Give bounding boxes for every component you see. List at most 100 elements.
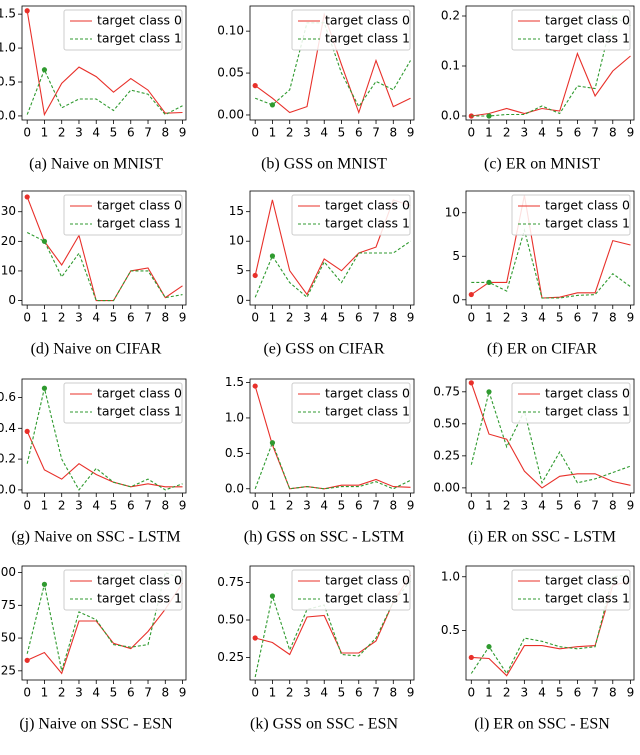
x-tick-label: 5: [556, 311, 564, 325]
y-tick-label: 0.5: [225, 446, 244, 460]
y-tick-label: 5: [452, 249, 460, 263]
x-tick-label: 4: [92, 499, 100, 513]
highlight-point: [24, 8, 30, 14]
y-tick-label: 0: [452, 292, 460, 306]
series-line: [26, 431, 183, 488]
panel: 0.5 1.0 0 1 2 3 4 5 6 7 8 9 target class 0 target cla…: [441, 565, 635, 733]
highlight-point: [252, 272, 258, 279]
x-tick-label: 0: [23, 686, 31, 700]
caption: (h) GSS on SSC - LSTM: [244, 529, 404, 546]
x-tick-label: 3: [75, 686, 83, 700]
highlight-point: [269, 593, 276, 599]
panel: 0.0 0.5 1.0 1.5 0 1 2 3 4 5 6 7 8 9 target class 0 targ…: [0, 5, 187, 173]
legend-box: [291, 9, 411, 51]
y-tick-label: 0.1: [441, 59, 460, 73]
x-tick-label: 4: [92, 686, 100, 700]
y-tick-label: 0.50: [217, 613, 244, 627]
x-tick-label: 6: [127, 126, 135, 140]
x-tick-label: 5: [556, 686, 564, 700]
caption: (l) ER on SSC - ESN: [474, 716, 610, 733]
x-tick-label: 8: [389, 499, 397, 513]
legend-label: target class 0: [325, 198, 410, 213]
plot-frame: [249, 190, 415, 306]
legend-label: target class 1: [545, 591, 630, 606]
highlight-point: [252, 635, 258, 641]
x-tick-label: 3: [303, 311, 311, 325]
x-tick-label: 2: [286, 499, 294, 513]
y-tick-label: 0: [8, 293, 16, 307]
highlight-point: [24, 657, 30, 663]
x-tick-label: 2: [503, 311, 511, 325]
series-line: [471, 580, 631, 677]
x-tick-label: 1: [485, 311, 493, 325]
x-tick-label: 7: [591, 126, 599, 140]
legend-label: target class 1: [325, 591, 410, 606]
x-tick-label: 9: [179, 686, 187, 700]
x-tick-label: 4: [538, 126, 546, 140]
highlight-point: [486, 279, 492, 285]
x-tick-label: 8: [161, 686, 169, 700]
y-tick-label: 0.0: [225, 481, 244, 495]
legend-box: [511, 569, 631, 611]
y-tick-label: 0.75: [433, 384, 460, 398]
x-tick-label: 2: [286, 686, 294, 700]
series-line: [471, 51, 631, 117]
series-line: [470, 389, 631, 485]
legend-box: [511, 9, 631, 51]
plot-frame: [465, 190, 635, 306]
legend-box: [291, 194, 411, 236]
x-tick-label: 8: [161, 126, 169, 140]
x-tick-label: 5: [556, 126, 564, 140]
legend-label: target class 0: [97, 13, 182, 28]
highlight-point: [41, 581, 48, 587]
x-tick-label: 4: [538, 499, 546, 513]
plot-frame: [21, 5, 187, 121]
x-tick-label: 9: [179, 311, 187, 325]
plot-frame: [249, 378, 415, 494]
legend-label: target class 1: [97, 216, 182, 231]
panel: 0.0 0.1 0.2 0 1 2 3 4 5 6 7 8 9 target class 0 target …: [441, 5, 635, 173]
panel: 0.0 0.2 0.4 0.6 0 1 2 3 4 5 6 7 8 9 target class 0 targ…: [0, 378, 187, 546]
x-tick-label: 3: [75, 499, 83, 513]
x-tick-label: 1: [485, 126, 493, 140]
series-line: [255, 574, 411, 656]
caption: (i) ER on SSC - LSTM: [468, 529, 616, 546]
x-tick-label: 2: [58, 499, 66, 513]
legend-box: [291, 569, 411, 611]
legend-label: target class 0: [545, 386, 630, 401]
x-tick-label: 6: [355, 499, 363, 513]
y-tick-label: 0.6: [0, 390, 16, 404]
x-tick-label: 8: [609, 686, 617, 700]
x-tick-label: 5: [556, 499, 564, 513]
legend-box: [291, 382, 411, 424]
legend-label: target class 1: [325, 31, 410, 46]
series-line: [26, 388, 183, 491]
x-tick-label: 9: [179, 126, 187, 140]
x-tick-label: 6: [355, 686, 363, 700]
legend-label: target class 1: [97, 591, 182, 606]
x-tick-label: 7: [372, 499, 380, 513]
y-tick-label: 1.0: [225, 410, 244, 424]
x-tick-label: 7: [144, 686, 152, 700]
legend-label: target class 0: [545, 13, 630, 28]
highlight-point: [486, 113, 492, 119]
x-tick-label: 1: [269, 499, 277, 513]
panel: 0.25 0.50 0.75 0 1 2 3 4 5 6 7 8 9 target class 0 targ…: [217, 565, 415, 733]
plot-frame: [249, 5, 415, 121]
legend-label: target class 0: [97, 386, 182, 401]
y-tick-label: 0.25: [0, 663, 16, 677]
x-tick-label: 1: [269, 126, 277, 140]
y-tick-label: 0.50: [0, 631, 16, 645]
x-tick-label: 7: [372, 686, 380, 700]
x-tick-label: 1: [485, 686, 493, 700]
x-tick-label: 2: [503, 126, 511, 140]
x-tick-label: 0: [23, 311, 31, 325]
x-tick-label: 3: [303, 686, 311, 700]
x-tick-label: 9: [627, 686, 635, 700]
x-tick-label: 5: [338, 499, 346, 513]
y-tick-label: 0.4: [0, 421, 16, 435]
y-tick-label: 0.5: [0, 75, 16, 89]
y-tick-label: 1.0: [441, 569, 460, 583]
